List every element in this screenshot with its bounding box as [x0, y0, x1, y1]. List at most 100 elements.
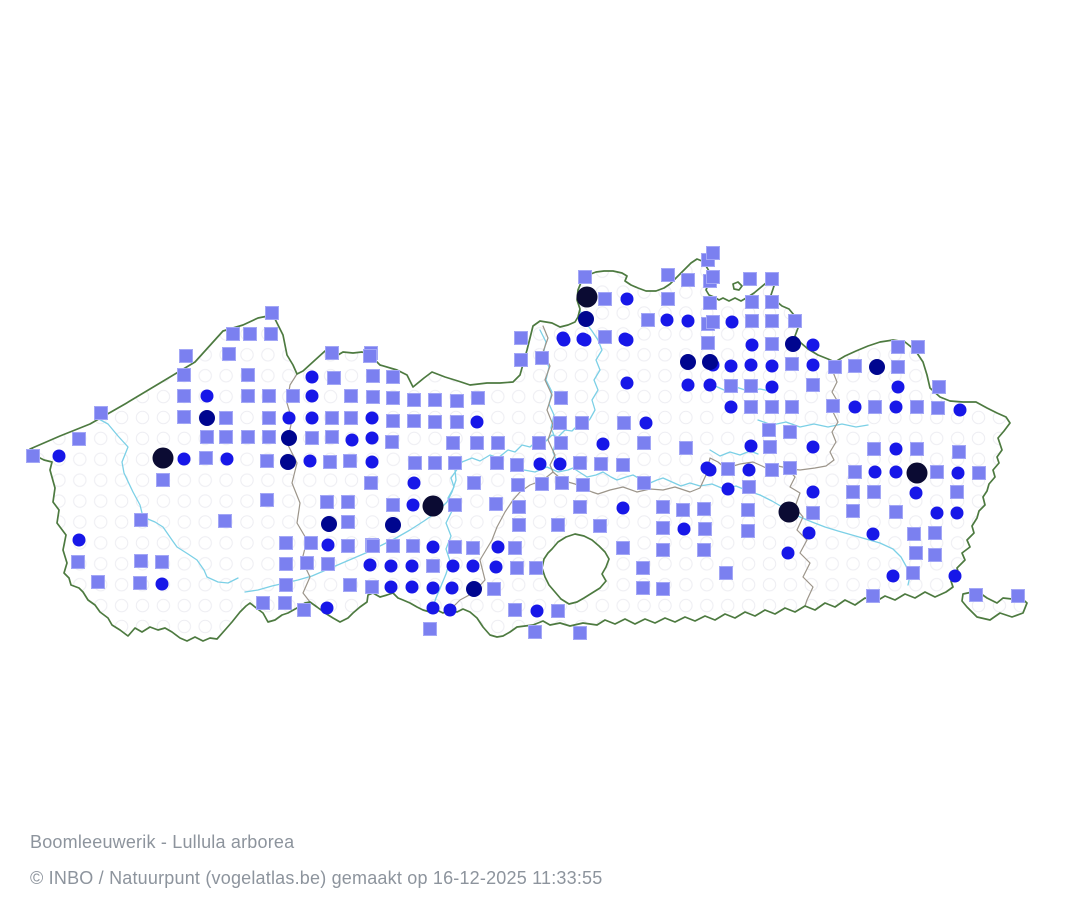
atlas-symbol-square	[719, 566, 733, 580]
atlas-symbol-square	[826, 399, 840, 413]
atlas-symbol-circle	[365, 455, 379, 469]
atlas-symbol-square	[706, 270, 720, 284]
atlas-symbol-circle-darkest	[152, 447, 174, 469]
atlas-symbol-circle	[742, 463, 756, 477]
atlas-symbol-square	[466, 541, 480, 555]
atlas-symbol-square	[765, 314, 779, 328]
atlas-symbol-square	[177, 389, 191, 403]
atlas-symbol-circle-darkest	[778, 501, 800, 523]
atlas-symbol-circle-dark	[281, 430, 297, 446]
atlas-symbol-square	[279, 578, 293, 592]
atlas-symbol-circle	[557, 333, 571, 347]
atlas-symbol-square	[528, 625, 542, 639]
atlas-symbol-square	[426, 559, 440, 573]
atlas-symbol-square	[490, 456, 504, 470]
atlas-symbol-square	[341, 515, 355, 529]
atlas-symbol-circle-dark	[680, 354, 696, 370]
atlas-symbol-square	[783, 425, 797, 439]
atlas-symbol-square	[512, 518, 526, 532]
atlas-symbol-square	[535, 477, 549, 491]
atlas-symbol-square	[575, 416, 589, 430]
atlas-symbol-square	[91, 575, 105, 589]
atlas-symbol-square	[931, 401, 945, 415]
atlas-symbol-circle	[446, 559, 460, 573]
atlas-symbol-square	[222, 347, 236, 361]
baarle-enclave-outline	[732, 281, 743, 291]
province-border	[542, 325, 556, 473]
atlas-symbol-circle	[802, 526, 816, 540]
atlas-symbol-circle	[620, 292, 634, 306]
atlas-symbol-circle	[52, 449, 66, 463]
atlas-symbol-square	[491, 436, 505, 450]
atlas-symbol-square	[386, 539, 400, 553]
atlas-symbol-circle	[305, 370, 319, 384]
atlas-symbol-circle	[321, 538, 335, 552]
atlas-symbol-square	[950, 485, 964, 499]
atlas-symbol-circle	[681, 314, 695, 328]
atlas-symbol-square	[706, 246, 720, 260]
atlas-symbol-square	[428, 393, 442, 407]
atlas-symbol-circle	[639, 416, 653, 430]
atlas-symbol-square	[846, 485, 860, 499]
atlas-symbol-square	[514, 331, 528, 345]
atlas-symbol-circle	[681, 378, 695, 392]
atlas-symbol-circle-dark	[466, 581, 482, 597]
atlas-symbol-square	[450, 415, 464, 429]
atlas-symbol-circle-darkest	[906, 462, 928, 484]
atlas-symbol-square	[806, 378, 820, 392]
atlas-symbol-square	[846, 504, 860, 518]
atlas-symbol-square	[279, 557, 293, 571]
atlas-symbol-square	[264, 327, 278, 341]
atlas-symbol-circle	[744, 439, 758, 453]
atlas-symbol-square	[593, 519, 607, 533]
atlas-symbol-square	[448, 498, 462, 512]
atlas-symbol-square	[278, 596, 292, 610]
atlas-symbol-circle	[470, 415, 484, 429]
atlas-symbol-square	[911, 340, 925, 354]
atlas-symbol-square	[765, 400, 779, 414]
atlas-symbol-square	[867, 485, 881, 499]
atlas-symbol-circle	[725, 315, 739, 329]
atlas-symbol-square	[512, 500, 526, 514]
atlas-symbol-circle	[72, 533, 86, 547]
atlas-symbol-circle	[200, 389, 214, 403]
atlas-symbol-square	[969, 588, 983, 602]
atlas-symbol-square	[297, 603, 311, 617]
atlas-symbol-square	[343, 454, 357, 468]
atlas-symbol-circle-darkest	[576, 286, 598, 308]
atlas-symbol-square	[219, 430, 233, 444]
atlas-symbol-square	[365, 580, 379, 594]
atlas-symbol-square	[785, 400, 799, 414]
atlas-symbol-circle	[426, 601, 440, 615]
atlas-symbol-circle	[703, 463, 717, 477]
atlas-symbol-square	[364, 476, 378, 490]
atlas-symbol-square	[406, 539, 420, 553]
atlas-symbol-square	[551, 518, 565, 532]
atlas-symbol-circle	[616, 501, 630, 515]
atlas-symbol-circle-darkest	[422, 495, 444, 517]
map-title: Boomleeuwerik - Lullula arborea	[30, 832, 295, 852]
atlas-symbol-circle-dark	[785, 336, 801, 352]
atlas-symbol-circle	[889, 442, 903, 456]
atlas-symbol-circle-dark	[321, 516, 337, 532]
atlas-symbol-square	[701, 336, 715, 350]
atlas-symbol-circle	[596, 437, 610, 451]
atlas-symbol-square	[909, 546, 923, 560]
atlas-symbol-square	[765, 463, 779, 477]
atlas-symbol-square	[366, 369, 380, 383]
atlas-symbol-circle	[445, 581, 459, 595]
atlas-symbol-circle	[320, 601, 334, 615]
atlas-symbol-square	[428, 456, 442, 470]
atlas-symbol-square	[906, 566, 920, 580]
atlas-symbol-square	[529, 561, 543, 575]
atlas-symbol-square	[448, 540, 462, 554]
atlas-symbol-circle	[765, 359, 779, 373]
flanders-distribution-map	[26, 246, 1028, 642]
atlas-symbol-square	[26, 449, 40, 463]
atlas-symbol-square	[487, 582, 501, 596]
atlas-symbol-circle	[405, 580, 419, 594]
atlas-symbol-circle	[533, 457, 547, 471]
atlas-symbol-square	[952, 445, 966, 459]
atlas-symbol-square	[386, 391, 400, 405]
atlas-symbol-square	[744, 400, 758, 414]
